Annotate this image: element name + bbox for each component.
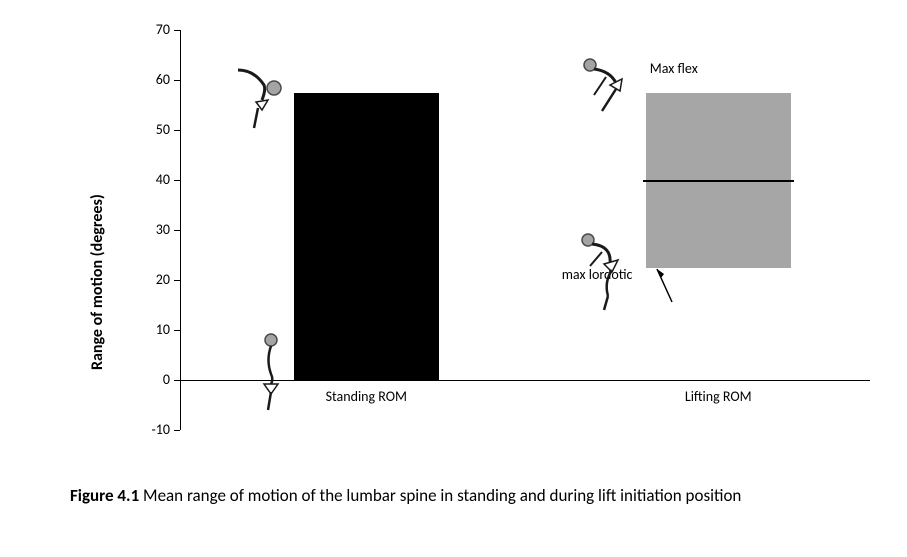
annotation-max-flex: Max flex xyxy=(650,60,698,77)
lifting-rom-midline xyxy=(643,180,794,182)
category-label-standing: Standing ROM xyxy=(296,388,436,405)
y-axis-title: Range of motion (degrees) xyxy=(88,194,107,370)
y-tick-label: 50 xyxy=(138,121,170,138)
y-tick xyxy=(174,280,180,281)
y-tick-label: 0 xyxy=(138,371,170,388)
y-tick-label: 40 xyxy=(138,171,170,188)
caption-text: Mean range of motion of the lumbar spine… xyxy=(139,485,741,506)
bar-standing-rom xyxy=(294,93,439,381)
y-tick-label: 60 xyxy=(138,71,170,88)
stick-figure-flexed-standing xyxy=(224,60,294,130)
y-tick-label: 20 xyxy=(138,271,170,288)
y-tick-label: 10 xyxy=(138,321,170,338)
figure-caption: Figure 4.1 Mean range of motion of the l… xyxy=(70,485,840,508)
stick-figure-max-flex xyxy=(576,55,646,125)
y-tick-label: 70 xyxy=(138,21,170,38)
arrow-max-lordotic xyxy=(652,264,692,304)
y-tick xyxy=(174,230,180,231)
y-tick xyxy=(174,130,180,131)
y-tick-label: -10 xyxy=(138,421,170,438)
y-axis-line xyxy=(180,30,181,430)
y-tick xyxy=(174,30,180,31)
figure-label: Figure 4.1 xyxy=(70,485,139,506)
y-tick-label: 30 xyxy=(138,221,170,238)
y-tick xyxy=(174,330,180,331)
category-label-lifting: Lifting ROM xyxy=(648,388,788,405)
stick-figure-max-lordotic xyxy=(574,230,644,310)
y-tick xyxy=(174,180,180,181)
y-tick xyxy=(174,80,180,81)
rom-chart: Range of motion (degrees) -10 0 10 20 30 40 50… xyxy=(60,10,880,450)
y-tick xyxy=(174,380,180,381)
y-tick xyxy=(174,430,180,431)
stick-figure-upright-standing xyxy=(246,330,296,410)
